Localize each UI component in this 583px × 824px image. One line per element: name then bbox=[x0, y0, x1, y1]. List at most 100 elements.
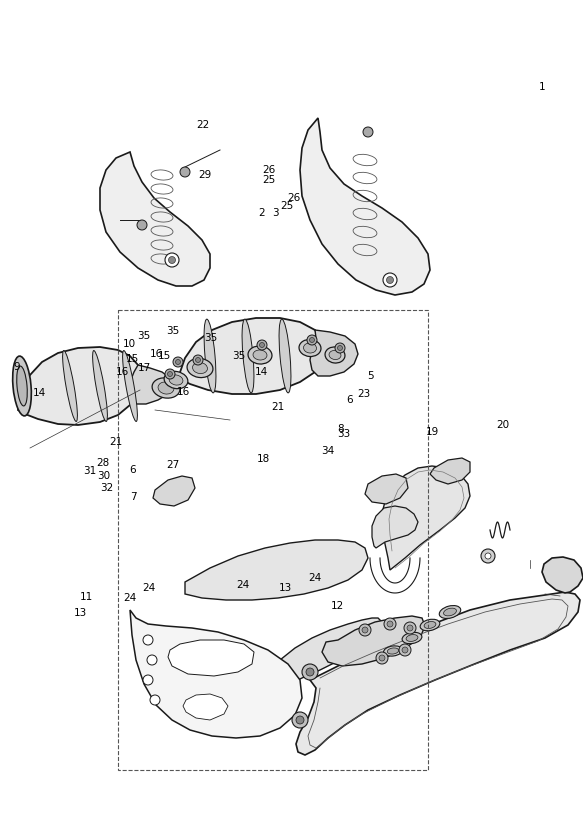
Text: 10: 10 bbox=[123, 339, 136, 349]
Text: 24: 24 bbox=[143, 583, 156, 593]
Circle shape bbox=[376, 652, 388, 664]
Ellipse shape bbox=[387, 648, 399, 654]
Circle shape bbox=[173, 357, 183, 367]
Text: 26: 26 bbox=[263, 165, 276, 175]
Text: 14: 14 bbox=[33, 388, 46, 398]
Text: 35: 35 bbox=[205, 333, 217, 343]
Ellipse shape bbox=[248, 346, 272, 364]
Ellipse shape bbox=[93, 350, 107, 421]
Text: 34: 34 bbox=[321, 446, 334, 456]
Circle shape bbox=[150, 695, 160, 705]
Ellipse shape bbox=[192, 363, 208, 373]
Ellipse shape bbox=[439, 606, 461, 619]
Circle shape bbox=[137, 220, 147, 230]
Ellipse shape bbox=[169, 375, 183, 385]
Ellipse shape bbox=[329, 350, 341, 359]
Text: 22: 22 bbox=[196, 120, 209, 130]
Text: 11: 11 bbox=[80, 592, 93, 602]
Polygon shape bbox=[18, 347, 140, 425]
Circle shape bbox=[399, 644, 411, 656]
Text: 16: 16 bbox=[177, 387, 189, 397]
Circle shape bbox=[379, 655, 385, 661]
Text: 20: 20 bbox=[496, 420, 509, 430]
Circle shape bbox=[296, 716, 304, 724]
Circle shape bbox=[259, 343, 265, 348]
Circle shape bbox=[338, 345, 342, 350]
Text: 3: 3 bbox=[272, 208, 279, 218]
Text: 9: 9 bbox=[13, 362, 20, 372]
Ellipse shape bbox=[444, 608, 456, 616]
Text: 28: 28 bbox=[96, 458, 109, 468]
Circle shape bbox=[165, 253, 179, 267]
Polygon shape bbox=[542, 557, 583, 593]
Text: 1: 1 bbox=[539, 82, 546, 91]
Text: 25: 25 bbox=[263, 175, 276, 185]
Text: 21: 21 bbox=[109, 437, 122, 447]
Polygon shape bbox=[185, 540, 368, 600]
Circle shape bbox=[165, 369, 175, 379]
Ellipse shape bbox=[242, 319, 254, 393]
Text: 31: 31 bbox=[83, 466, 96, 476]
Polygon shape bbox=[100, 152, 210, 286]
Circle shape bbox=[485, 553, 491, 559]
Bar bbox=[118, 310, 428, 770]
Ellipse shape bbox=[122, 350, 138, 421]
Polygon shape bbox=[310, 330, 358, 376]
Ellipse shape bbox=[253, 350, 267, 360]
Text: 16: 16 bbox=[150, 349, 163, 359]
Circle shape bbox=[292, 712, 308, 728]
Text: 29: 29 bbox=[199, 170, 212, 180]
Text: 26: 26 bbox=[287, 193, 300, 203]
Polygon shape bbox=[365, 474, 408, 504]
Text: 35: 35 bbox=[137, 331, 150, 341]
Circle shape bbox=[147, 655, 157, 665]
Circle shape bbox=[143, 635, 153, 645]
Text: 32: 32 bbox=[101, 483, 114, 493]
Polygon shape bbox=[372, 506, 418, 548]
Circle shape bbox=[363, 127, 373, 137]
Polygon shape bbox=[300, 118, 430, 295]
Ellipse shape bbox=[406, 634, 418, 641]
Polygon shape bbox=[183, 694, 228, 720]
Circle shape bbox=[168, 256, 175, 264]
Circle shape bbox=[335, 343, 345, 353]
Circle shape bbox=[310, 338, 314, 343]
Ellipse shape bbox=[204, 319, 216, 393]
Circle shape bbox=[143, 675, 153, 685]
Text: 6: 6 bbox=[346, 396, 353, 405]
Polygon shape bbox=[322, 616, 425, 666]
Circle shape bbox=[402, 647, 408, 653]
Text: 8: 8 bbox=[337, 424, 344, 434]
Ellipse shape bbox=[17, 366, 27, 406]
Circle shape bbox=[306, 668, 314, 676]
Text: 35: 35 bbox=[233, 351, 245, 361]
Circle shape bbox=[307, 335, 317, 345]
Circle shape bbox=[404, 622, 416, 634]
Text: 7: 7 bbox=[129, 492, 136, 502]
Text: 12: 12 bbox=[331, 602, 343, 611]
Circle shape bbox=[302, 664, 318, 680]
Ellipse shape bbox=[384, 646, 402, 656]
Text: 18: 18 bbox=[257, 454, 270, 464]
Polygon shape bbox=[268, 618, 382, 690]
Polygon shape bbox=[296, 592, 580, 755]
Circle shape bbox=[362, 627, 368, 633]
Text: 13: 13 bbox=[279, 583, 292, 593]
Ellipse shape bbox=[152, 378, 180, 398]
Text: 14: 14 bbox=[255, 368, 268, 377]
Circle shape bbox=[387, 277, 394, 283]
Ellipse shape bbox=[325, 347, 345, 363]
Text: 25: 25 bbox=[280, 201, 293, 211]
Circle shape bbox=[387, 621, 393, 627]
Text: 23: 23 bbox=[357, 389, 370, 399]
Ellipse shape bbox=[158, 382, 174, 394]
Text: 24: 24 bbox=[123, 593, 136, 603]
Circle shape bbox=[195, 358, 201, 363]
Circle shape bbox=[383, 273, 397, 287]
Polygon shape bbox=[153, 476, 195, 506]
Circle shape bbox=[257, 340, 267, 350]
Text: 13: 13 bbox=[74, 608, 87, 618]
Polygon shape bbox=[382, 466, 470, 570]
Text: 16: 16 bbox=[116, 368, 129, 377]
Circle shape bbox=[481, 549, 495, 563]
